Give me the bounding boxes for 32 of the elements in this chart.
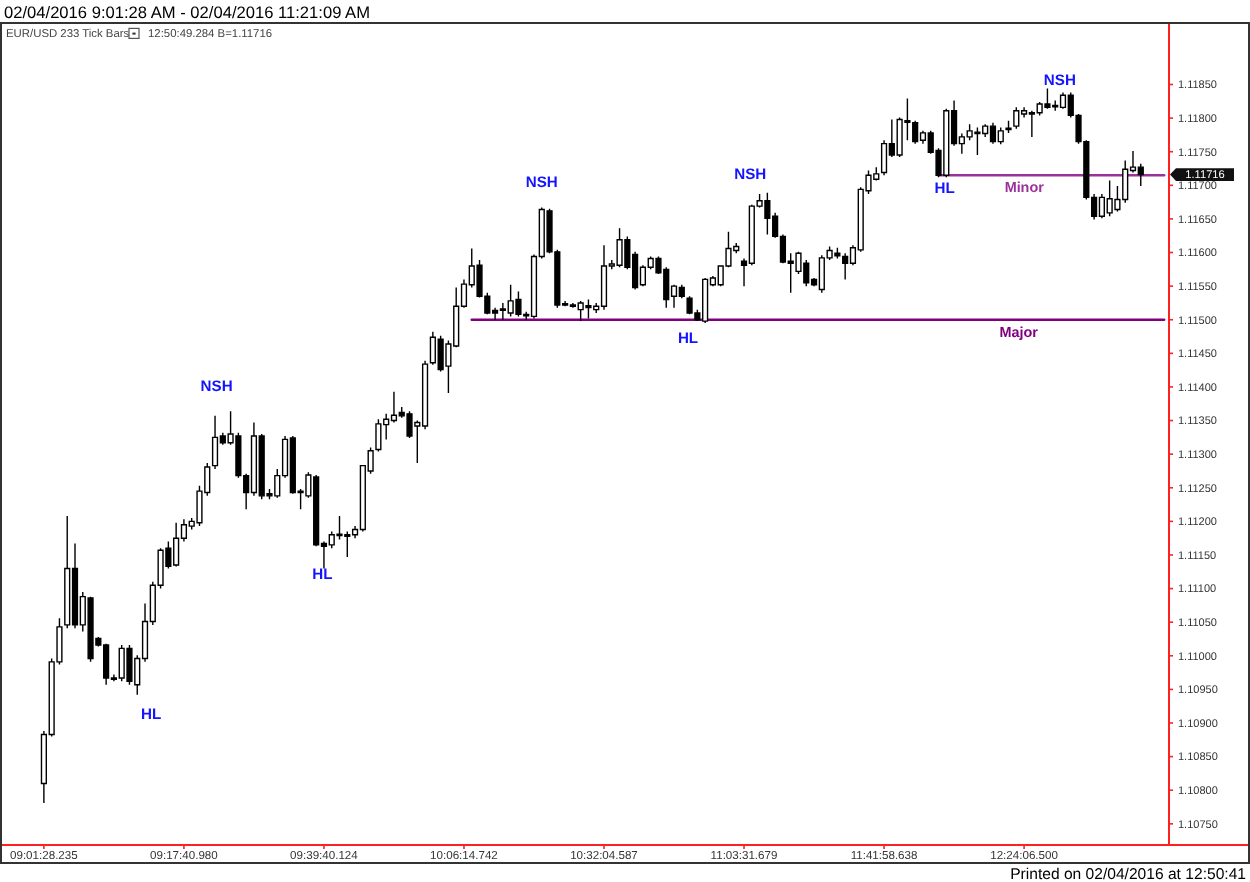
candlestick: [974, 126, 981, 156]
candlestick: [173, 522, 180, 568]
candlestick: [64, 515, 71, 629]
candlestick: [118, 644, 125, 683]
candlestick: [616, 227, 623, 269]
candlestick: [1028, 110, 1035, 138]
candlestick: [764, 192, 771, 236]
candlestick: [211, 415, 219, 470]
candlestick: [686, 295, 693, 316]
candlestick: [577, 300, 584, 322]
candlestick: [600, 244, 608, 311]
candlestick: [842, 252, 849, 281]
candlestick: [429, 331, 436, 366]
candlestick: [515, 290, 522, 318]
candlestick: [1005, 120, 1012, 134]
candlestick: [375, 418, 382, 453]
candlestick: [1059, 91, 1067, 110]
candlestick: [1106, 179, 1113, 217]
candlestick: [702, 277, 709, 324]
candlestick: [1122, 159, 1129, 204]
candlestick: [803, 259, 810, 287]
candlestick: [818, 254, 825, 294]
candlestick: [1013, 106, 1020, 130]
candlestick: [507, 284, 514, 318]
candlestick: [1044, 87, 1051, 110]
candlestick: [103, 643, 110, 686]
candlestick: [943, 107, 950, 178]
chart-title: 02/04/2016 9:01:28 AM - 02/04/2016 11:21:09 AM: [4, 1, 371, 22]
candlestick: [87, 595, 94, 663]
candlestick: [585, 298, 592, 320]
candlestick: [997, 126, 1004, 146]
candlestick: [989, 122, 997, 145]
